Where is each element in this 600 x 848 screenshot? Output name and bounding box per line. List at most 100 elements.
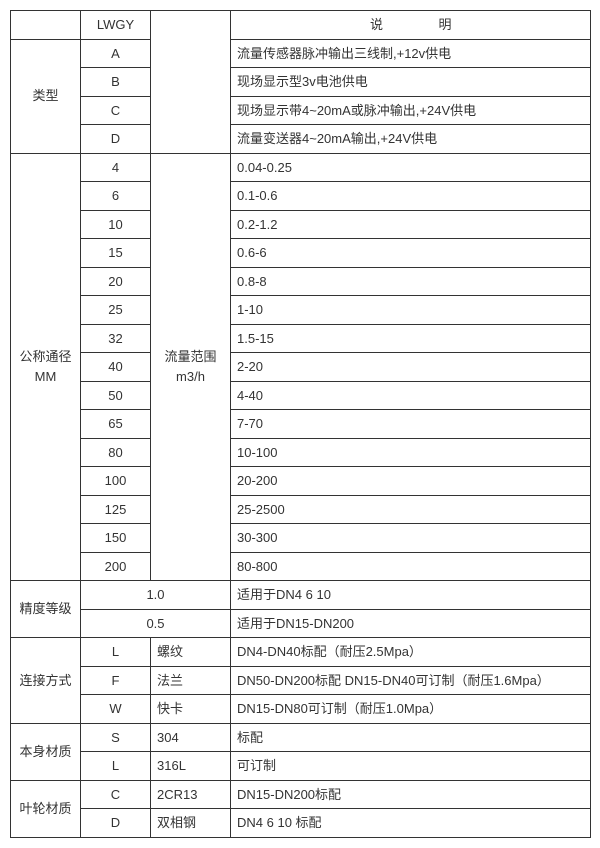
val-cell: 80-800	[231, 552, 591, 581]
label-range-line1: 流量范围	[157, 347, 224, 367]
val-cell: 0.04-0.25	[231, 153, 591, 182]
code-cell: 40	[81, 353, 151, 382]
blank-cell	[11, 11, 81, 40]
table-row: B 现场显示型3v电池供电	[11, 68, 591, 97]
val-cell: 1.5-15	[231, 324, 591, 353]
label-range: 流量范围 m3/h	[151, 153, 231, 581]
table-row: 32 1.5-15	[11, 324, 591, 353]
table-row: 50 4-40	[11, 381, 591, 410]
code-cell: 1.0	[81, 581, 231, 610]
code-cell: 4	[81, 153, 151, 182]
code-cell: 125	[81, 495, 151, 524]
table-row: 25 1-10	[11, 296, 591, 325]
table-row: D 流量变送器4~20mA输出,+24V供电	[11, 125, 591, 154]
val-cell: 2-20	[231, 353, 591, 382]
table-row: LWGY 说 明	[11, 11, 591, 40]
code-cell: 25	[81, 296, 151, 325]
code-cell: 100	[81, 467, 151, 496]
name-cell: 316L	[151, 752, 231, 781]
header-lwgy: LWGY	[81, 11, 151, 40]
table-row: 150.6-6	[11, 239, 591, 268]
table-row: 20 0.8-8	[11, 267, 591, 296]
label-accuracy: 精度等级	[11, 581, 81, 638]
code-cell: 80	[81, 438, 151, 467]
desc-cell: DN4 6 10 标配	[231, 809, 591, 838]
label-body-material: 本身材质	[11, 723, 81, 780]
name-cell: 2CR13	[151, 780, 231, 809]
name-cell: 快卡	[151, 695, 231, 724]
code-cell: S	[81, 723, 151, 752]
table-row: L 316L 可订制	[11, 752, 591, 781]
code-cell: D	[81, 125, 151, 154]
desc-cell: 现场显示带4~20mA或脉冲输出,+24V供电	[231, 96, 591, 125]
val-cell: 0.1-0.6	[231, 182, 591, 211]
table-row: 100.2-1.2	[11, 210, 591, 239]
code-cell: 20	[81, 267, 151, 296]
val-cell: 7-70	[231, 410, 591, 439]
label-dn-line2: MM	[17, 367, 74, 387]
name-cell: 螺纹	[151, 638, 231, 667]
table-row: 65 7-70	[11, 410, 591, 439]
label-connection: 连接方式	[11, 638, 81, 724]
table-row: 公称通径 MM 4 流量范围 m3/h 0.04-0.25	[11, 153, 591, 182]
val-cell: 10-100	[231, 438, 591, 467]
desc-cell: DN50-DN200标配 DN15-DN40可订制（耐压1.6Mpa）	[231, 666, 591, 695]
table-row: 连接方式 L 螺纹 DN4-DN40标配（耐压2.5Mpa）	[11, 638, 591, 667]
table-row: 100 20-200	[11, 467, 591, 496]
desc-cell: 流量变送器4~20mA输出,+24V供电	[231, 125, 591, 154]
table-row: 15030-300	[11, 524, 591, 553]
desc-cell: DN4-DN40标配（耐压2.5Mpa）	[231, 638, 591, 667]
code-cell: C	[81, 96, 151, 125]
code-cell: 200	[81, 552, 151, 581]
label-dn-line1: 公称通径	[17, 347, 74, 367]
val-cell: 20-200	[231, 467, 591, 496]
val-cell: 1-10	[231, 296, 591, 325]
desc-cell: 适用于DN15-DN200	[231, 609, 591, 638]
table-row: 200 80-800	[11, 552, 591, 581]
name-cell: 双相钢	[151, 809, 231, 838]
table-row: 6 0.1-0.6	[11, 182, 591, 211]
table-row: 精度等级 1.0 适用于DN4 6 10	[11, 581, 591, 610]
label-type: 类型	[11, 39, 81, 153]
val-cell: 0.6-6	[231, 239, 591, 268]
table-row: C 现场显示带4~20mA或脉冲输出,+24V供电	[11, 96, 591, 125]
code-cell: 65	[81, 410, 151, 439]
code-cell: 0.5	[81, 609, 231, 638]
desc-cell: 流量传感器脉冲输出三线制,+12v供电	[231, 39, 591, 68]
desc-cell: DN15-DN80可订制（耐压1.0Mpa）	[231, 695, 591, 724]
code-cell: 32	[81, 324, 151, 353]
table-row: F 法兰 DN50-DN200标配 DN15-DN40可订制（耐压1.6Mpa）	[11, 666, 591, 695]
code-cell: 50	[81, 381, 151, 410]
label-range-line2: m3/h	[157, 367, 224, 387]
code-cell: F	[81, 666, 151, 695]
header-desc: 说 明	[231, 11, 591, 40]
code-cell: 6	[81, 182, 151, 211]
code-cell: L	[81, 638, 151, 667]
table-row: 本身材质 S 304 标配	[11, 723, 591, 752]
val-cell: 25-2500	[231, 495, 591, 524]
val-cell: 4-40	[231, 381, 591, 410]
table-row: 125 25-2500	[11, 495, 591, 524]
code-cell: L	[81, 752, 151, 781]
desc-cell: DN15-DN200标配	[231, 780, 591, 809]
table-row: 40 2-20	[11, 353, 591, 382]
table-row: 0.5 适用于DN15-DN200	[11, 609, 591, 638]
desc-cell: 适用于DN4 6 10	[231, 581, 591, 610]
blank-merge	[151, 11, 231, 154]
table-row: 80 10-100	[11, 438, 591, 467]
table-row: 类型 A 流量传感器脉冲输出三线制,+12v供电	[11, 39, 591, 68]
table-row: W 快卡 DN15-DN80可订制（耐压1.0Mpa）	[11, 695, 591, 724]
desc-cell: 标配	[231, 723, 591, 752]
code-cell: C	[81, 780, 151, 809]
label-dn: 公称通径 MM	[11, 153, 81, 581]
code-cell: A	[81, 39, 151, 68]
desc-cell: 现场显示型3v电池供电	[231, 68, 591, 97]
spec-table: LWGY 说 明 类型 A 流量传感器脉冲输出三线制,+12v供电 B 现场显示…	[10, 10, 591, 838]
code-cell: W	[81, 695, 151, 724]
code-cell: 150	[81, 524, 151, 553]
name-cell: 304	[151, 723, 231, 752]
table-row: 叶轮材质 C 2CR13 DN15-DN200标配	[11, 780, 591, 809]
code-cell: B	[81, 68, 151, 97]
val-cell: 0.8-8	[231, 267, 591, 296]
code-cell: 10	[81, 210, 151, 239]
